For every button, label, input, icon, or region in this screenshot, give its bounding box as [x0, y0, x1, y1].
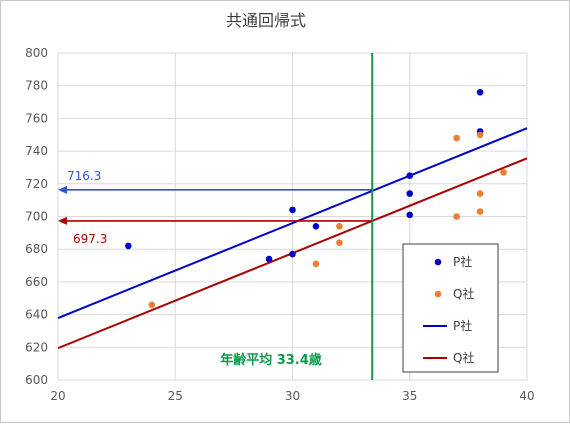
data-point	[148, 301, 156, 309]
grid-layer	[57, 52, 528, 381]
y-tick-label: 660	[25, 275, 48, 289]
data-point	[406, 211, 414, 219]
data-point	[476, 190, 484, 197]
data-point	[476, 131, 484, 139]
reference-value-label: 716.3	[67, 169, 101, 183]
y-tick-label: 680	[25, 242, 48, 256]
data-point	[406, 190, 414, 197]
y-tick-label: 780	[25, 79, 48, 93]
data-point	[312, 260, 320, 268]
data-point	[453, 213, 460, 220]
x-tick-label: 30	[285, 389, 300, 403]
data-point	[476, 208, 484, 215]
y-tick-label: 600	[25, 373, 48, 387]
reference-arrow-head	[58, 185, 67, 194]
data-points	[125, 88, 507, 309]
annotation-layer: 年齢平均 33.4歳 716.3 697.3	[58, 53, 374, 380]
legend-box	[402, 243, 499, 373]
legend-marker	[434, 258, 442, 266]
y-tick-label: 640	[25, 308, 48, 322]
data-point	[453, 134, 460, 142]
regression-line	[57, 127, 528, 319]
y-tick-label: 800	[25, 46, 48, 60]
legend-label: Q社	[453, 350, 474, 365]
x-tick-label: 40	[519, 389, 534, 403]
data-point	[476, 88, 484, 96]
data-point	[125, 242, 132, 250]
mean-age-label: 年齢平均 33.4歳	[220, 352, 322, 368]
data-point	[289, 206, 296, 214]
data-point	[406, 172, 414, 179]
y-tick-label: 720	[25, 177, 48, 191]
data-point	[312, 223, 320, 230]
legend-label: Q社	[453, 286, 474, 301]
y-tick-label: 740	[25, 144, 48, 158]
y-tick-label: 760	[25, 111, 48, 125]
legend-marker	[434, 290, 442, 298]
data-point	[289, 250, 296, 258]
legend-label: P社	[453, 318, 472, 333]
reference-arrow-head	[58, 216, 67, 225]
data-point	[500, 169, 507, 176]
y-tick-label: 620	[25, 340, 48, 354]
x-tick-label: 25	[168, 389, 183, 403]
legend: P社 Q社 P社 Q社	[402, 243, 499, 373]
reference-value-label: 697.3	[73, 232, 107, 246]
data-point	[336, 239, 343, 246]
data-point	[265, 255, 273, 263]
x-tick-label: 20	[50, 389, 65, 403]
legend-label: P社	[453, 254, 472, 269]
axis-layer: 600 620 640 660 680 700 720 740 760 780 800 20 25 30 3…	[25, 46, 535, 403]
y-tick-label: 700	[25, 210, 48, 224]
data-point	[336, 223, 343, 230]
chart-title: 共通回帰式	[226, 11, 306, 30]
x-tick-label: 35	[402, 389, 417, 403]
plot-area-border	[57, 52, 528, 381]
